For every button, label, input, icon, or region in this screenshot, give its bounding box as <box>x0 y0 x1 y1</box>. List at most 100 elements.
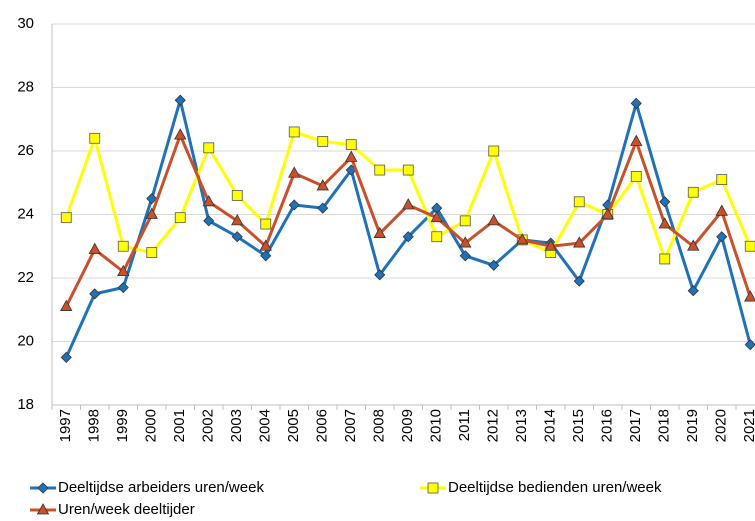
marker <box>459 236 472 248</box>
marker <box>317 202 329 214</box>
x-tick-label: 2016 <box>599 409 616 442</box>
x-tick-label: 2002 <box>200 409 217 442</box>
x-tick-label: 2021 <box>741 409 755 442</box>
marker <box>231 214 244 226</box>
x-tick-label: 2000 <box>143 409 160 442</box>
marker <box>259 239 272 251</box>
marker <box>260 218 272 230</box>
x-tick-label: 2007 <box>342 409 359 442</box>
x-tick-label: 2020 <box>713 409 730 442</box>
y-tick-label: 22 <box>17 269 34 286</box>
x-tick-label: 1997 <box>57 409 74 442</box>
marker <box>659 253 671 265</box>
marker <box>317 136 329 147</box>
marker <box>374 164 386 176</box>
legend-label: Uren/week deeltijder <box>58 501 195 518</box>
marker <box>260 250 272 262</box>
x-tick-label: 2017 <box>627 409 644 442</box>
marker <box>117 240 129 252</box>
legend-item: Deeltijdse arbeiders uren/week <box>30 479 264 496</box>
y-tick-label: 26 <box>17 142 34 159</box>
x-tick-label: 2015 <box>570 409 587 442</box>
legend-item: Deeltijdse bedienden uren/week <box>420 479 662 496</box>
marker <box>36 503 50 515</box>
marker <box>146 247 158 259</box>
x-tick-label: 1999 <box>114 409 131 442</box>
marker <box>203 142 215 154</box>
marker <box>658 217 671 229</box>
marker <box>402 231 414 243</box>
marker <box>744 240 755 252</box>
x-tick-label: 2009 <box>399 409 416 442</box>
marker <box>60 299 73 311</box>
marker <box>37 482 49 494</box>
marker <box>630 170 642 182</box>
marker <box>89 288 101 300</box>
x-tick-label: 2005 <box>285 409 302 442</box>
marker <box>487 214 500 226</box>
marker <box>231 231 243 243</box>
marker <box>345 139 357 151</box>
marker <box>430 210 443 223</box>
marker <box>459 250 471 262</box>
marker <box>288 166 301 178</box>
marker <box>716 231 728 243</box>
marker <box>744 290 755 302</box>
y-tick-label: 24 <box>17 205 34 222</box>
marker <box>117 281 129 294</box>
x-tick-label: 2004 <box>257 409 274 442</box>
marker <box>202 194 215 207</box>
marker <box>174 212 186 224</box>
marker <box>117 264 130 277</box>
marker <box>174 128 187 140</box>
marker <box>687 186 699 198</box>
marker <box>687 285 699 297</box>
marker <box>231 190 243 201</box>
legend-label: Deeltijdse bedienden uren/week <box>448 479 662 496</box>
x-tick-label: 2006 <box>314 409 331 442</box>
x-tick-label: 2003 <box>228 409 245 442</box>
x-tick-label: 2014 <box>542 409 559 442</box>
x-tick-label: 2019 <box>684 409 701 442</box>
marker <box>516 233 529 245</box>
legend-item: Uren/week deeltijder <box>30 501 195 518</box>
marker <box>146 193 158 205</box>
marker <box>288 199 300 211</box>
x-tick-label: 1998 <box>86 409 103 442</box>
marker <box>573 275 585 287</box>
marker <box>427 482 439 494</box>
marker <box>402 164 414 176</box>
series-line <box>64 98 752 358</box>
marker <box>60 351 72 363</box>
y-tick-label: 20 <box>17 332 34 349</box>
marker <box>601 207 614 219</box>
marker <box>316 179 329 191</box>
marker <box>659 196 671 208</box>
marker <box>488 145 500 157</box>
x-tick-label: 2012 <box>485 409 502 442</box>
x-tick-label: 2010 <box>428 409 445 442</box>
marker <box>174 94 186 106</box>
marker <box>145 207 158 219</box>
marker <box>744 339 755 351</box>
series-line <box>64 133 752 308</box>
marker <box>573 236 586 248</box>
marker <box>60 212 72 224</box>
x-tick-label: 2008 <box>371 409 388 442</box>
marker <box>345 150 358 162</box>
legend-label: Deeltijdse arbeiders uren/week <box>58 479 264 496</box>
marker <box>459 215 471 227</box>
marker <box>488 259 500 271</box>
y-tick-label: 30 <box>17 15 34 32</box>
marker <box>374 269 386 281</box>
marker <box>573 196 585 208</box>
marker <box>203 215 215 227</box>
x-tick-label: 2001 <box>171 409 188 442</box>
marker <box>716 174 728 185</box>
marker <box>288 126 300 138</box>
y-tick-label: 18 <box>17 396 34 413</box>
marker <box>715 204 728 216</box>
x-tick-label: 2013 <box>513 409 530 442</box>
marker <box>402 198 415 210</box>
